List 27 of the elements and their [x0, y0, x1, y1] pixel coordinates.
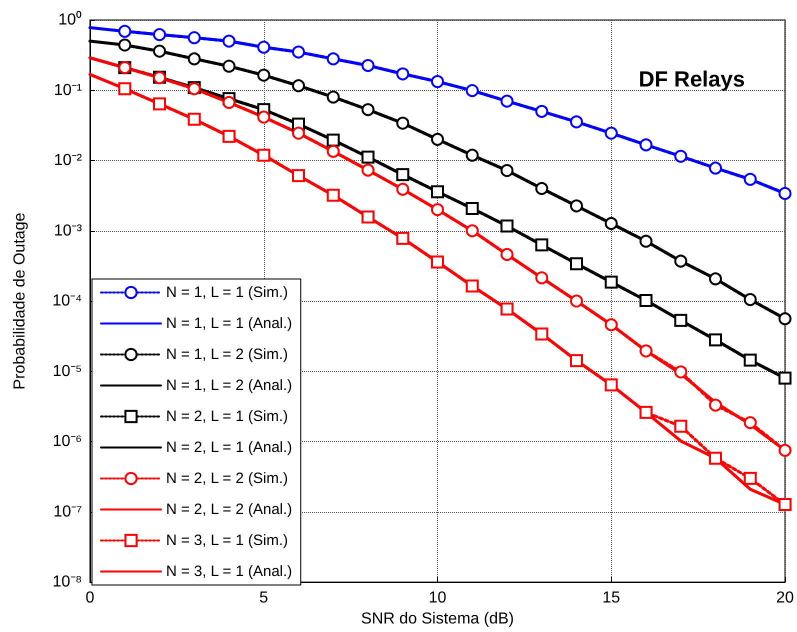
- y-tick-label: 10⁻⁶: [52, 433, 82, 450]
- y-tick-label: 10⁻⁷: [53, 503, 82, 520]
- legend-label: N = 1, L = 2 (Sim.): [166, 346, 288, 363]
- x-tick-label: 5: [259, 590, 268, 607]
- x-tick-label: 15: [602, 590, 620, 607]
- y-tick-label: 10⁻⁸: [52, 574, 82, 591]
- y-axis-title: Probabilidade de Outage: [12, 212, 28, 390]
- y-tick-label: 10⁻³: [54, 222, 83, 240]
- x-axis-title: SNR do Sistema (dB): [361, 610, 514, 628]
- legend-label: N = 2, L = 2 (Sim.): [166, 470, 288, 487]
- legend-label: N = 1, L = 1 (Sim.): [166, 284, 288, 301]
- legend-label: N = 3, L = 1 (Sim.): [166, 532, 288, 549]
- y-tick-label: 10⁻²: [54, 152, 83, 170]
- x-tick-label: 20: [776, 590, 794, 607]
- x-tick-label: 10: [428, 590, 446, 607]
- y-tick-label: 10⁻¹: [54, 82, 82, 99]
- legend-label: N = 2, L = 2 (Anal.): [166, 501, 292, 518]
- legend-label: N = 2, L = 1 (Sim.): [166, 408, 288, 425]
- legend-label: N = 3, L = 1 (Anal.): [166, 563, 292, 580]
- x-tick-label: 0: [86, 590, 95, 607]
- y-tick-label: 10⁻⁵: [52, 362, 82, 380]
- annotation: DF Relays: [638, 66, 746, 92]
- legend-label: N = 2, L = 1 (Anal.): [166, 439, 292, 456]
- legend-label: N = 1, L = 2 (Anal.): [166, 377, 292, 394]
- y-tick-label: 10⁰: [58, 10, 82, 28]
- y-tick-label: 10⁻⁴: [52, 292, 82, 310]
- legend-label: N = 1, L = 1 (Anal.): [166, 315, 292, 332]
